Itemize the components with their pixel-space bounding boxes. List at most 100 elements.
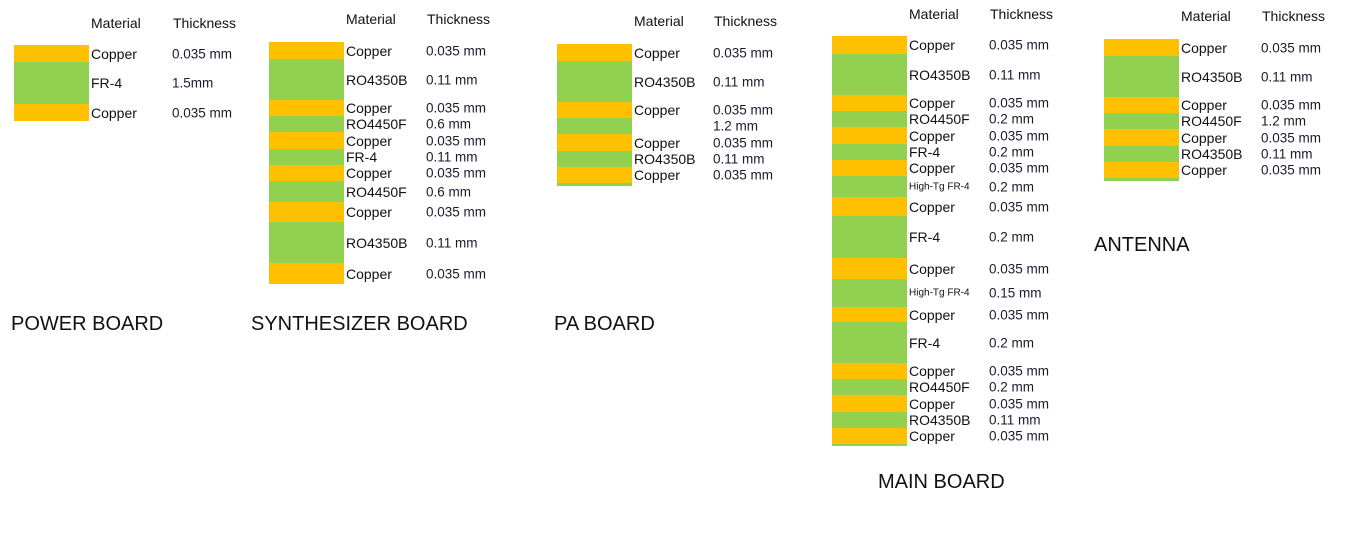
- dielectric-layer: [557, 61, 632, 102]
- dielectric-layer: [832, 111, 907, 127]
- copper-layer: [14, 104, 89, 121]
- layer-thickness-label: 0.035 mm: [426, 133, 487, 148]
- layer-thickness-label: 0.035 mm: [172, 105, 233, 120]
- layer-material-label: Copper: [91, 104, 137, 121]
- copper-layer: [832, 95, 907, 111]
- layer-material-label: FR-4: [909, 144, 941, 160]
- layer-material-label: Copper: [909, 260, 955, 277]
- layer-thickness-label: 0.11 mm: [989, 67, 1041, 82]
- layer-material-label: Copper: [909, 37, 955, 53]
- layer-material-label: Copper: [634, 102, 680, 118]
- layer-material-label: Copper: [346, 42, 392, 59]
- dielectric-layer: [832, 379, 907, 395]
- layer-material-label: Copper: [909, 395, 955, 412]
- dielectric-layer: [1104, 56, 1179, 97]
- dielectric-edge-strip: [557, 183, 632, 186]
- dielectric-layer: [832, 279, 907, 307]
- layer-material-label: Copper: [909, 127, 955, 144]
- layer-material-label: RO4350B: [634, 151, 696, 167]
- board-title: ANTENNA: [1094, 234, 1190, 256]
- layer-material-label: Copper: [909, 160, 955, 176]
- copper-layer: [269, 263, 344, 284]
- layer-thickness-label: 0.035 mm: [1261, 130, 1322, 145]
- layer-thickness-label: 0.035 mm: [989, 37, 1050, 53]
- copper-layer: [557, 102, 632, 118]
- layer-material-label: Copper: [634, 134, 680, 151]
- layer-thickness-label: 0.035 mm: [1261, 97, 1322, 113]
- layer-thickness-label: 0.035 mm: [989, 128, 1050, 143]
- layer-material-label: FR-4: [91, 75, 123, 91]
- dielectric-layer: [832, 322, 907, 363]
- dielectric-layer: [832, 54, 907, 95]
- thickness-header: Thickness: [1262, 8, 1326, 24]
- copper-layer: [832, 36, 907, 54]
- layer-thickness-label: 0.11 mm: [426, 235, 478, 250]
- copper-layer: [269, 132, 344, 149]
- material-header: Material: [634, 13, 684, 29]
- dielectric-layer: [832, 216, 907, 258]
- layer-thickness-label: 0.035 mm: [426, 204, 487, 220]
- copper-layer: [269, 165, 344, 181]
- board-title: PA BOARD: [554, 313, 655, 335]
- layer-material-label: RO4450F: [346, 183, 407, 200]
- material-header: Material: [346, 11, 396, 27]
- layer-material-label: Copper: [1181, 162, 1227, 178]
- layer-thickness-label: 1.2 mm: [713, 118, 759, 134]
- dielectric-edge-strip: [1104, 178, 1179, 181]
- dielectric-layer: [1104, 113, 1179, 129]
- copper-layer: [557, 134, 632, 151]
- layer-material-label: RO4350B: [634, 73, 696, 90]
- layer-material-label: Copper: [909, 306, 955, 323]
- layer-thickness-label: 0.035 mm: [989, 95, 1050, 111]
- layer-material-label: Copper: [909, 198, 955, 215]
- layer-material-label: Copper: [346, 265, 392, 282]
- layer-thickness-label: 0.2 mm: [989, 229, 1035, 245]
- copper-layer: [832, 307, 907, 322]
- layer-material-label: RO4450F: [909, 379, 970, 395]
- dielectric-layer: [14, 62, 89, 104]
- layer-material-label: FR-4: [909, 229, 941, 245]
- layer-thickness-label: 0.035 mm: [713, 167, 774, 183]
- layer-thickness-label: 0.11 mm: [426, 72, 478, 87]
- copper-layer: [269, 202, 344, 222]
- layer-material-label: RO4350B: [346, 234, 408, 251]
- layer-thickness-label: 0.2 mm: [989, 144, 1035, 160]
- layer-thickness-label: 0.035 mm: [989, 261, 1050, 276]
- layer-material-label: FR-4: [909, 334, 941, 351]
- layer-thickness-label: 0.035 mm: [989, 199, 1050, 214]
- layer-thickness-label: 0.035 mm: [426, 43, 487, 58]
- copper-layer: [557, 44, 632, 61]
- layer-thickness-label: 0.035 mm: [426, 100, 487, 116]
- board-title: MAIN BOARD: [878, 471, 1005, 493]
- dielectric-layer: [832, 176, 907, 197]
- layer-material-label: Copper: [1181, 39, 1227, 56]
- thickness-header: Thickness: [714, 13, 778, 29]
- layer-material-label: High-Tg FR-4: [909, 181, 970, 192]
- dielectric-layer: [269, 149, 344, 165]
- copper-layer: [1104, 129, 1179, 146]
- dielectric-layer: [557, 151, 632, 167]
- layer-material-label: RO4450F: [909, 111, 970, 127]
- copper-layer: [832, 363, 907, 379]
- copper-layer: [832, 395, 907, 412]
- dielectric-layer: [832, 144, 907, 160]
- material-header: Material: [1181, 8, 1231, 24]
- thickness-header: Thickness: [427, 11, 491, 27]
- layer-thickness-label: 0.035 mm: [713, 102, 774, 118]
- layer-material-label: Copper: [634, 44, 680, 61]
- layer-thickness-label: 0.11 mm: [713, 74, 765, 89]
- layer-material-label: RO4350B: [1181, 68, 1243, 85]
- copper-layer: [832, 428, 907, 444]
- copper-layer: [832, 197, 907, 216]
- layer-thickness-label: 0.2 mm: [989, 335, 1035, 350]
- thickness-header: Thickness: [990, 6, 1054, 22]
- layer-material-label: RO4350B: [909, 66, 971, 83]
- copper-layer: [269, 100, 344, 116]
- layer-material-label: Copper: [346, 100, 392, 116]
- layer-material-label: Copper: [909, 428, 955, 444]
- layer-material-label: High-Tg FR-4: [909, 287, 970, 299]
- layer-material-label: Copper: [346, 165, 392, 181]
- layer-material-label: Copper: [91, 45, 137, 62]
- copper-layer: [557, 167, 632, 183]
